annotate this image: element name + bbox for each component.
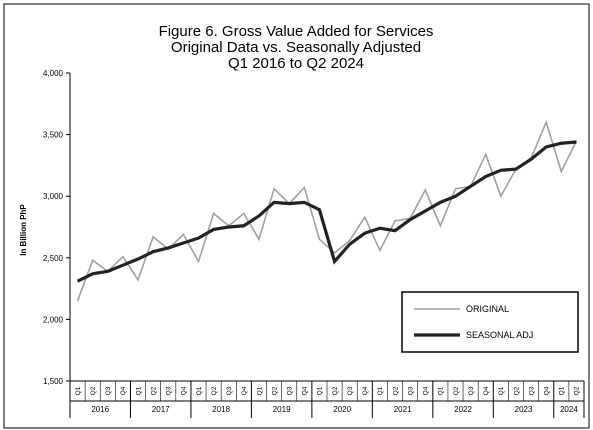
x-tick-label-quarter: Q4 bbox=[423, 386, 430, 395]
x-tick-label-quarter: Q4 bbox=[544, 386, 551, 395]
y-tick-label: 4,000 bbox=[43, 69, 64, 78]
x-tick-label-quarter: Q1 bbox=[196, 386, 203, 395]
x-tick-label-year: 2020 bbox=[333, 405, 351, 414]
x-tick-label-quarter: Q3 bbox=[347, 386, 354, 395]
x-tick-label-quarter: Q3 bbox=[528, 386, 535, 395]
x-tick-label-quarter: Q3 bbox=[468, 386, 475, 395]
x-tick-label-quarter: Q1 bbox=[438, 386, 445, 395]
x-tick-label-quarter: Q1 bbox=[135, 386, 142, 395]
x-tick-label-quarter: Q3 bbox=[287, 386, 294, 395]
title-line-3: Q1 2016 to Q2 2024 bbox=[228, 55, 364, 72]
title-line-1: Figure 6. Gross Value Added for Services bbox=[159, 23, 434, 40]
x-tick-label-quarter: Q2 bbox=[90, 386, 97, 395]
x-tick-label-quarter: Q4 bbox=[181, 386, 188, 395]
x-tick-label-quarter: Q3 bbox=[226, 386, 233, 395]
x-tick-label-quarter: Q2 bbox=[150, 386, 157, 395]
x-tick-label-quarter: Q2 bbox=[392, 386, 399, 395]
x-tick-label-year: 2018 bbox=[212, 405, 230, 414]
x-tick-label-quarter: Q3 bbox=[105, 386, 112, 395]
x-tick-label-quarter: Q1 bbox=[559, 386, 566, 395]
x-tick-label-quarter: Q1 bbox=[377, 386, 384, 395]
x-tick-label-quarter: Q2 bbox=[513, 386, 520, 395]
x-tick-label-quarter: Q2 bbox=[271, 386, 278, 395]
y-tick-label: 3,500 bbox=[43, 131, 64, 140]
y-tick-label: 2,500 bbox=[43, 254, 64, 263]
x-tick-label-quarter: Q4 bbox=[241, 386, 248, 395]
axes: 1,500 2,000 2,500 3,000 3,500 4,000 Q1 Q2 Q3 Q4 Q1… bbox=[43, 69, 585, 418]
x-tick-label-quarter: Q2 bbox=[332, 386, 339, 395]
series-line-seasonal-adj bbox=[76, 140, 577, 283]
x-tick-label-year: 2022 bbox=[454, 405, 472, 414]
x-tick-label-quarter: Q2 bbox=[211, 386, 218, 395]
x-tick-label-quarter: Q1 bbox=[256, 386, 263, 395]
series-layer bbox=[76, 119, 578, 302]
legend: ORIGINAL SEASONAL ADJ bbox=[401, 291, 579, 353]
x-tick-label-year: 2017 bbox=[152, 405, 170, 414]
x-tick-label-year: 2024 bbox=[560, 405, 578, 414]
x-tick-label-quarter: Q3 bbox=[407, 386, 414, 395]
x-tick-label-quarter: Q3 bbox=[166, 386, 173, 395]
y-tick-label: 1,500 bbox=[43, 377, 64, 386]
x-tick-label-quarter: Q4 bbox=[362, 386, 369, 395]
chart-border bbox=[3, 3, 590, 429]
legend-box bbox=[401, 291, 579, 353]
x-tick-label-quarter: Q4 bbox=[302, 386, 309, 395]
x-tick-label-quarter: Q2 bbox=[453, 386, 460, 395]
x-tick-label-year: 2016 bbox=[91, 405, 109, 414]
x-tick-label-year: 2021 bbox=[394, 405, 412, 414]
x-tick-label-year: 2019 bbox=[273, 405, 291, 414]
x-tick-label-quarter: Q4 bbox=[483, 386, 490, 395]
x-tick-label-quarter: Q1 bbox=[498, 386, 505, 395]
legend-label-seasonal-adj: SEASONAL ADJ bbox=[466, 330, 533, 340]
legend-label-original: ORIGINAL bbox=[466, 304, 509, 314]
x-tick-label-quarter: Q1 bbox=[317, 386, 324, 395]
x-tick-label-quarter: Q2 bbox=[574, 386, 581, 395]
x-tick-label-quarter: Q1 bbox=[75, 386, 82, 395]
y-tick-label: 2,000 bbox=[43, 315, 64, 324]
title-line-2: Original Data vs. Seasonally Adjusted bbox=[171, 39, 421, 56]
chart-title: Figure 6. Gross Value Added for Services… bbox=[159, 23, 434, 72]
series-line-original bbox=[76, 119, 578, 302]
x-tick-label-year: 2023 bbox=[515, 405, 533, 414]
x-tick-label-quarter: Q4 bbox=[120, 386, 127, 395]
y-axis-label: In Billion PhP bbox=[19, 204, 28, 256]
y-tick-label: 3,000 bbox=[43, 192, 64, 201]
